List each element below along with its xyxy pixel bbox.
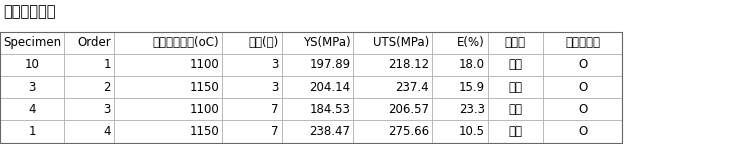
Bar <box>0 120 64 143</box>
Bar <box>64 54 114 76</box>
Bar <box>488 120 543 143</box>
Bar <box>488 76 543 98</box>
Text: 수냉: 수냉 <box>508 81 523 94</box>
Bar <box>64 32 114 54</box>
Bar <box>0 98 64 120</box>
Bar <box>543 120 622 143</box>
Bar <box>114 76 222 98</box>
Text: 275.66: 275.66 <box>388 125 429 138</box>
Text: 1: 1 <box>104 58 111 71</box>
Bar <box>114 32 222 54</box>
Text: O: O <box>578 103 587 116</box>
Text: 3: 3 <box>104 103 111 116</box>
Text: 184.53: 184.53 <box>310 103 350 116</box>
Bar <box>432 54 488 76</box>
Bar <box>222 32 282 54</box>
Text: 1: 1 <box>28 125 36 138</box>
Text: 7: 7 <box>272 125 279 138</box>
Bar <box>222 98 282 120</box>
Bar <box>282 98 353 120</box>
Text: O: O <box>578 81 587 94</box>
Bar <box>543 54 622 76</box>
Text: 10: 10 <box>25 58 39 71</box>
Text: E(%): E(%) <box>457 36 485 49</box>
Bar <box>0 32 64 54</box>
Text: O: O <box>578 58 587 71</box>
Bar <box>282 76 353 98</box>
Bar <box>64 120 114 143</box>
Bar <box>114 54 222 76</box>
Text: 206.57: 206.57 <box>388 103 429 116</box>
Bar <box>0 32 622 143</box>
Bar <box>353 32 432 54</box>
Bar <box>353 120 432 143</box>
Bar <box>543 32 622 54</box>
Text: 3: 3 <box>272 81 279 94</box>
Text: 1100: 1100 <box>189 103 219 116</box>
Bar <box>64 98 114 120</box>
Bar <box>432 98 488 120</box>
Bar <box>432 32 488 54</box>
Bar <box>353 76 432 98</box>
Text: 238.47: 238.47 <box>310 125 350 138</box>
Text: Specimen: Specimen <box>3 36 61 49</box>
Text: 237.4: 237.4 <box>396 81 429 94</box>
Text: 218.12: 218.12 <box>388 58 429 71</box>
Bar <box>222 76 282 98</box>
Bar <box>282 54 353 76</box>
Text: O: O <box>578 125 587 138</box>
Bar <box>0 76 64 98</box>
Text: Order: Order <box>77 36 111 49</box>
Bar <box>432 120 488 143</box>
Bar <box>282 120 353 143</box>
Bar <box>488 54 543 76</box>
Text: 수냉: 수냉 <box>508 58 523 71</box>
Text: 1150: 1150 <box>189 81 219 94</box>
Text: 냉각법: 냉각법 <box>505 36 526 49</box>
Bar <box>353 54 432 76</box>
Text: UTS(MPa): UTS(MPa) <box>373 36 429 49</box>
Text: 열간압연온도(oC): 열간압연온도(oC) <box>153 36 219 49</box>
Bar <box>432 76 488 98</box>
Text: 15.9: 15.9 <box>458 81 485 94</box>
Bar <box>488 98 543 120</box>
Bar <box>353 98 432 120</box>
Text: 수냉: 수냉 <box>508 125 523 138</box>
Text: 고온인장강도: 고온인장강도 <box>4 4 56 19</box>
Text: 18.0: 18.0 <box>458 58 485 71</box>
Bar <box>222 120 282 143</box>
Bar <box>64 76 114 98</box>
Text: 3: 3 <box>272 58 279 71</box>
Text: 4: 4 <box>104 125 111 138</box>
Text: 7: 7 <box>272 103 279 116</box>
Text: 3: 3 <box>28 81 36 94</box>
Text: 197.89: 197.89 <box>310 58 350 71</box>
Bar <box>222 54 282 76</box>
Text: 4: 4 <box>28 103 36 116</box>
Bar <box>543 76 622 98</box>
Text: 23.3: 23.3 <box>458 103 485 116</box>
Text: 10.5: 10.5 <box>458 125 485 138</box>
Bar <box>114 120 222 143</box>
Bar <box>0 54 64 76</box>
Text: 1100: 1100 <box>189 58 219 71</box>
Text: 1150: 1150 <box>189 125 219 138</box>
Bar <box>543 98 622 120</box>
Text: YS(MPa): YS(MPa) <box>303 36 350 49</box>
Text: 204.14: 204.14 <box>310 81 350 94</box>
Bar <box>114 98 222 120</box>
Text: 수냉: 수냉 <box>508 103 523 116</box>
Bar <box>488 32 543 54</box>
Text: 2: 2 <box>104 81 111 94</box>
Bar <box>282 32 353 54</box>
Text: 패스(회): 패스(회) <box>249 36 279 49</box>
Text: 용체화처리: 용체화처리 <box>565 36 600 49</box>
